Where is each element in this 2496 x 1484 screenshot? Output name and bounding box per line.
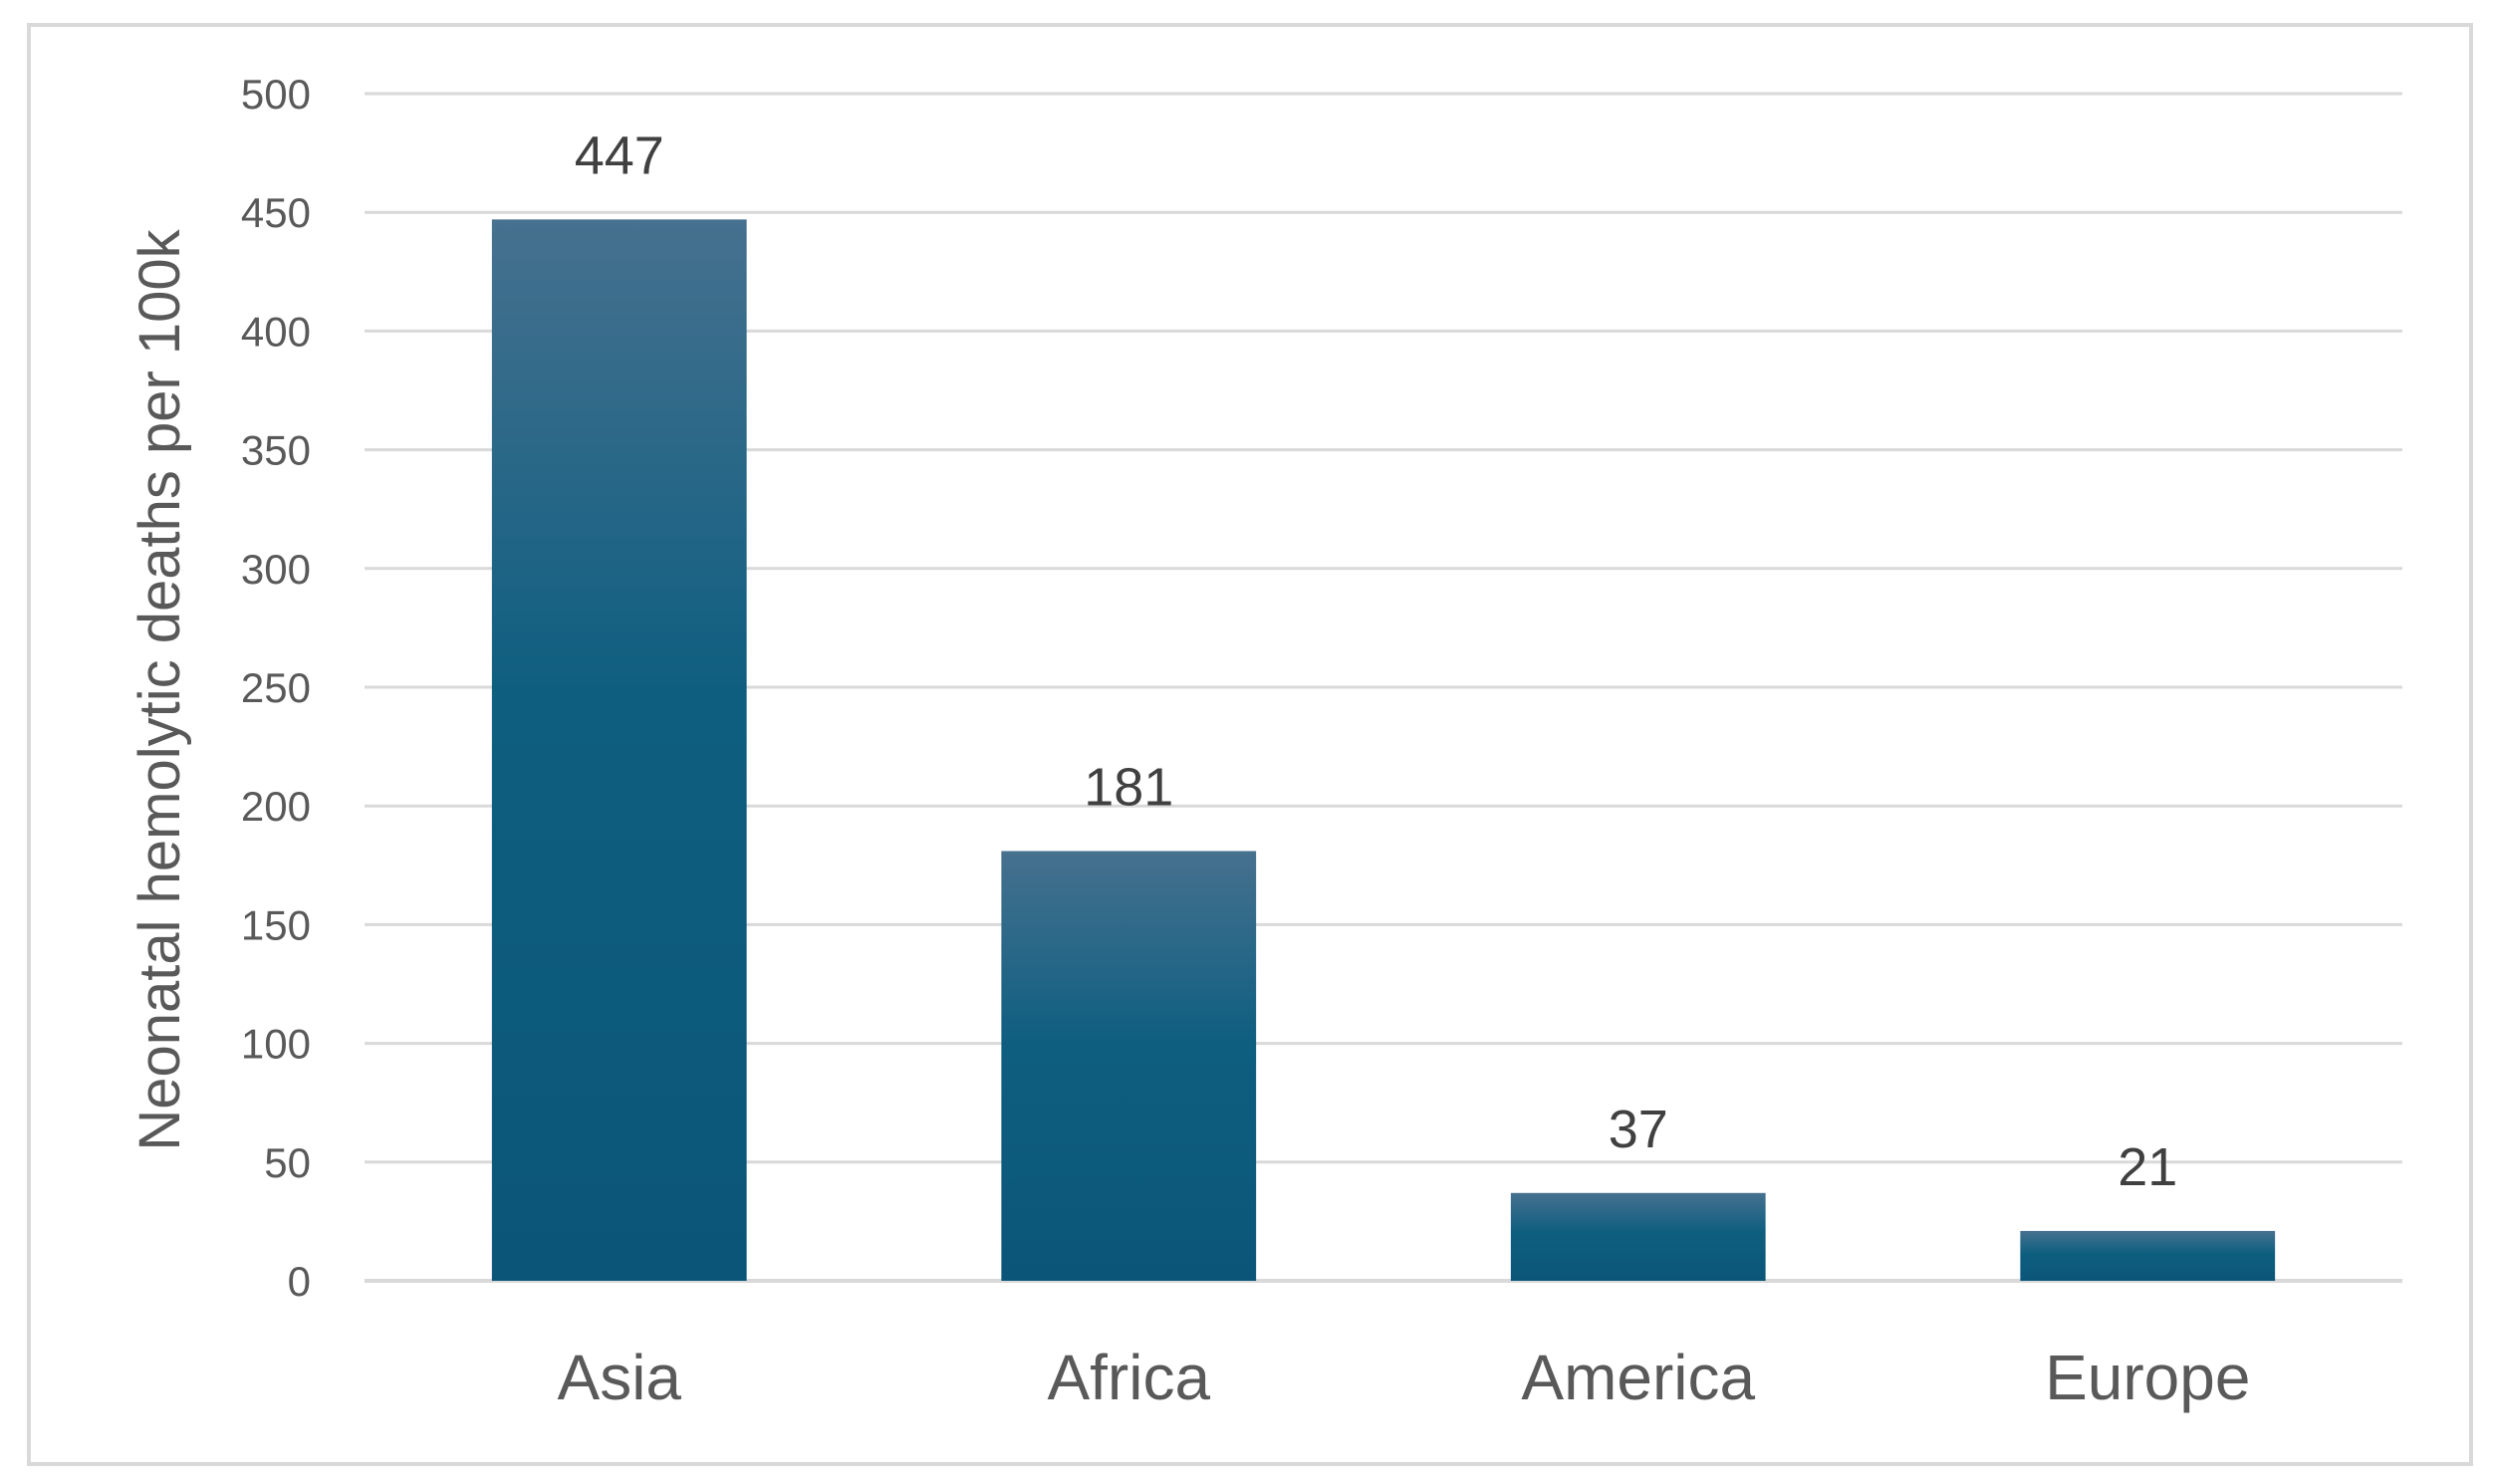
bars bbox=[491, 219, 2276, 1281]
y-tick-label: 50 bbox=[264, 1139, 311, 1186]
bar-asia bbox=[491, 219, 747, 1281]
category-label-europe: Europe bbox=[2045, 1342, 2250, 1413]
y-tick-label: 450 bbox=[241, 189, 311, 236]
bar-africa bbox=[1001, 851, 1257, 1281]
bar-europe bbox=[2020, 1230, 2276, 1281]
y-tick-label: 250 bbox=[241, 664, 311, 711]
data-label-america: 37 bbox=[1609, 1100, 1668, 1159]
y-tick-label: 300 bbox=[241, 546, 311, 593]
data-labels: 447 181 37 21 bbox=[575, 125, 2178, 1197]
data-label-africa: 181 bbox=[1084, 757, 1173, 817]
data-label-europe: 21 bbox=[2118, 1137, 2177, 1197]
bar-america bbox=[1510, 1192, 1766, 1281]
category-label-africa: Africa bbox=[1047, 1342, 1210, 1413]
y-tick-label: 200 bbox=[241, 783, 311, 830]
y-tick-label: 100 bbox=[241, 1021, 311, 1068]
y-axis-ticks: 0 50 100 150 200 250 300 350 400 450 500 bbox=[241, 71, 311, 1305]
y-axis-title: Neonatal hemolytic deaths per 100k bbox=[127, 228, 192, 1150]
data-label-asia: 447 bbox=[575, 125, 664, 185]
y-tick-label: 0 bbox=[288, 1258, 311, 1305]
y-tick-label: 150 bbox=[241, 901, 311, 948]
category-label-asia: Asia bbox=[558, 1342, 682, 1413]
category-label-america: America bbox=[1521, 1342, 1755, 1413]
y-tick-label: 400 bbox=[241, 308, 311, 355]
x-axis-categories: Asia Africa America Europe bbox=[558, 1342, 2251, 1413]
y-tick-label: 500 bbox=[241, 71, 311, 118]
y-tick-label: 350 bbox=[241, 427, 311, 474]
